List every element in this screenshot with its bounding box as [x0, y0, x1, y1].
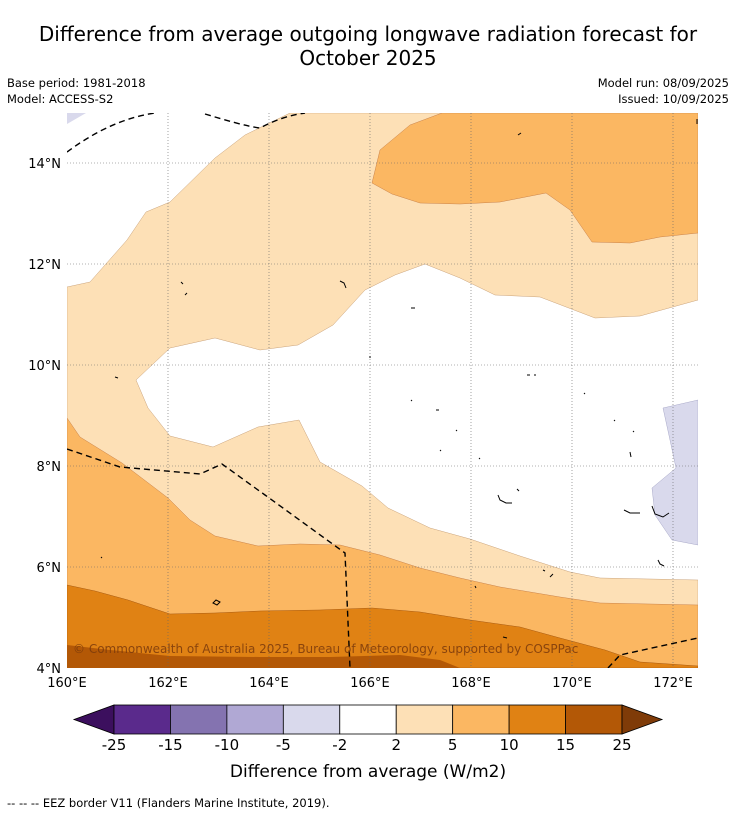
anomaly-region-5-10-north — [371, 113, 698, 244]
base-period: Base period: 1981-2018 — [7, 76, 146, 90]
colorbar-swatch — [226, 704, 284, 735]
lat-label: 4°N — [37, 662, 62, 677]
eez-legend-footer: -- -- -- EEZ border V11 (Flanders Marine… — [7, 796, 330, 810]
colorbar-tick-label: 10 — [499, 736, 519, 754]
anomaly-region-10-15 — [67, 584, 698, 668]
colorbar-swatch — [282, 704, 341, 735]
colorbar-swatch — [395, 704, 454, 735]
gridlines — [67, 113, 698, 668]
lat-label: 6°N — [37, 561, 62, 576]
chart-title: Difference from average outgoing longwav… — [0, 22, 736, 70]
issued-date: Issued: 10/09/2025 — [618, 92, 729, 106]
colorbar-tick-label: -15 — [158, 736, 183, 754]
colorbar-swatch — [565, 704, 623, 735]
meta-left: Base period: 1981-2018 Model: ACCESS-S2 — [7, 75, 146, 107]
model-run: Model run: 08/09/2025 — [597, 76, 729, 90]
lon-label: 160°E — [47, 676, 87, 691]
lon-label: 164°E — [249, 676, 289, 691]
copyright-text: © Commonwealth of Australia 2025, Bureau… — [73, 642, 578, 656]
colorbar-swatch — [452, 704, 510, 735]
lat-label: 10°N — [28, 359, 61, 374]
colorbar-swatch — [113, 704, 171, 735]
lon-axis: 160°E 162°E 164°E 166°E 168°E 170°E 172°… — [47, 676, 693, 691]
colorbar-tick-label: -10 — [214, 736, 240, 754]
colorbar-swatch — [170, 704, 228, 735]
lon-label: 170°E — [552, 676, 592, 691]
islands — [100, 119, 698, 639]
colorbar-extend-high — [621, 704, 664, 735]
map-area: © Commonwealth of Australia 2025, Bureau… — [67, 113, 698, 668]
lon-label: 168°E — [451, 676, 491, 691]
colorbar-tick-label: -2 — [332, 736, 348, 754]
lat-label: 12°N — [28, 258, 61, 273]
title-line-1: Difference from average outgoing longwav… — [38, 22, 698, 46]
colorbar-extend-low — [72, 704, 115, 735]
colorbar-tick-label: 25 — [612, 736, 632, 754]
title-line-2: October 2025 — [299, 46, 437, 70]
anomaly-region-neg-corner — [67, 113, 86, 124]
colorbar-swatch — [508, 704, 566, 735]
lon-label: 172°E — [653, 676, 693, 691]
colorbar — [72, 704, 664, 735]
colorbar-tick-label: -25 — [101, 736, 127, 754]
lon-label: 166°E — [350, 676, 390, 691]
anomaly-region-15-25 — [67, 645, 460, 668]
colorbar-title: Difference from average (W/m2) — [229, 762, 507, 782]
colorbar-tick-label: -5 — [275, 736, 291, 754]
eez-borders — [67, 113, 698, 668]
lat-label: 8°N — [37, 460, 62, 475]
colorbar-tick-label: 2 — [391, 736, 401, 754]
meta-right: Model run: 08/09/2025 Issued: 10/09/2025 — [598, 75, 729, 107]
lat-axis: 14°N 12°N 10°N 8°N 6°N 4°N — [28, 157, 61, 677]
colorbar-tick-label: 5 — [447, 736, 458, 754]
colorbar-swatch — [339, 704, 397, 735]
lon-label: 162°E — [148, 676, 188, 691]
colorbar-tick-label: 15 — [556, 736, 576, 754]
lat-label: 14°N — [28, 157, 61, 172]
model-name: Model: ACCESS-S2 — [7, 92, 114, 106]
anomaly-region-neg-5-neg-2 — [651, 399, 698, 546]
